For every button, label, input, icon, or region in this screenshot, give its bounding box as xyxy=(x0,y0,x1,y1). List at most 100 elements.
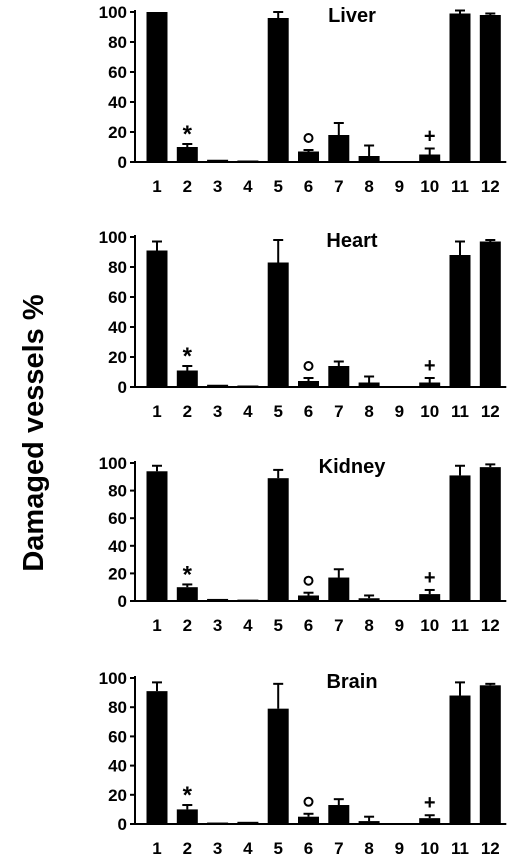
y-tick-label: 20 xyxy=(108,786,127,805)
category-label: 2 xyxy=(183,616,192,635)
category-label: 2 xyxy=(183,177,192,196)
bar-11 xyxy=(449,695,471,824)
bar-12 xyxy=(479,241,501,387)
annotation-circle xyxy=(303,796,314,807)
bar-5 xyxy=(267,708,289,824)
bar-10 xyxy=(419,382,441,387)
bar-4 xyxy=(237,599,259,601)
bar-8 xyxy=(358,156,380,162)
bar-1 xyxy=(146,471,168,601)
y-tick-label: 60 xyxy=(108,63,127,82)
bar-2 xyxy=(176,370,198,387)
y-tick-label: 60 xyxy=(108,509,127,528)
category-label: 8 xyxy=(364,402,373,421)
category-label: 3 xyxy=(213,402,222,421)
bar-8 xyxy=(358,382,380,387)
category-label: 1 xyxy=(152,839,161,858)
category-label: 10 xyxy=(420,839,439,858)
y-tick-label: 80 xyxy=(108,698,127,717)
annotation-circle xyxy=(303,575,314,586)
y-tick-label: 40 xyxy=(108,318,127,337)
y-tick-label: 80 xyxy=(108,33,127,52)
bar-11 xyxy=(449,13,471,162)
category-label: 12 xyxy=(481,616,500,635)
bar-11 xyxy=(449,475,471,601)
category-label: 6 xyxy=(304,402,313,421)
category-label: 3 xyxy=(213,839,222,858)
category-label: 8 xyxy=(364,616,373,635)
bar-1 xyxy=(146,250,168,387)
bar-5 xyxy=(267,18,289,162)
category-label: 3 xyxy=(213,616,222,635)
bar-2 xyxy=(176,147,198,162)
y-tick-label: 40 xyxy=(108,93,127,112)
category-label: 4 xyxy=(243,839,253,858)
bar-7 xyxy=(328,577,350,601)
category-label: 8 xyxy=(364,839,373,858)
category-label: 5 xyxy=(273,402,282,421)
y-axis-label: Damaged vessels % xyxy=(18,294,50,571)
y-tick-label: 100 xyxy=(99,669,127,688)
y-tick-label: 40 xyxy=(108,757,127,776)
annotation-plus: + xyxy=(424,567,436,589)
category-label: 2 xyxy=(183,402,192,421)
y-tick-label: 60 xyxy=(108,727,127,746)
y-tick-label: 0 xyxy=(118,153,127,172)
panel-title: Liver xyxy=(328,5,376,27)
category-label: 6 xyxy=(304,177,313,196)
category-label: 9 xyxy=(395,177,404,196)
bar-1 xyxy=(146,691,168,824)
y-tick-label: 40 xyxy=(108,537,127,556)
category-label: 7 xyxy=(334,839,343,858)
bar-4 xyxy=(237,160,259,162)
bar-9 xyxy=(388,386,410,387)
category-label: 6 xyxy=(304,616,313,635)
category-label: 5 xyxy=(273,839,282,858)
bar-12 xyxy=(479,685,501,824)
bar-9 xyxy=(388,823,410,824)
bar-9 xyxy=(388,161,410,162)
category-label: 12 xyxy=(481,839,500,858)
category-label: 2 xyxy=(183,839,192,858)
category-label: 3 xyxy=(213,177,222,196)
category-label: 12 xyxy=(481,177,500,196)
bar-6 xyxy=(298,816,319,824)
bar-2 xyxy=(176,809,198,824)
bar-7 xyxy=(328,805,350,824)
category-label: 9 xyxy=(395,402,404,421)
bar-8 xyxy=(358,598,380,601)
bar-4 xyxy=(237,821,259,824)
panel-title: Brain xyxy=(326,671,377,693)
panel-title: Heart xyxy=(326,230,377,252)
bar-6 xyxy=(298,595,319,601)
category-label: 5 xyxy=(273,616,282,635)
bar-3 xyxy=(207,384,229,387)
category-label: 10 xyxy=(420,402,439,421)
category-label: 8 xyxy=(364,177,373,196)
category-label: 4 xyxy=(243,402,253,421)
y-tick-label: 20 xyxy=(108,123,127,142)
y-tick-label: 100 xyxy=(99,228,127,247)
y-tick-label: 100 xyxy=(99,454,127,473)
bar-3 xyxy=(207,159,229,162)
y-tick-label: 20 xyxy=(108,564,127,583)
category-label: 6 xyxy=(304,839,313,858)
bar-7 xyxy=(328,135,350,162)
bar-6 xyxy=(298,151,319,162)
category-label: 7 xyxy=(334,402,343,421)
bar-2 xyxy=(176,587,198,601)
category-label: 12 xyxy=(481,402,500,421)
bar-10 xyxy=(419,154,441,162)
y-tick-label: 100 xyxy=(99,3,127,22)
category-label: 11 xyxy=(451,177,469,196)
category-label: 4 xyxy=(243,616,253,635)
y-tick-label: 80 xyxy=(108,482,127,501)
annotation-asterisk: * xyxy=(183,343,193,370)
y-tick-label: 0 xyxy=(118,815,127,834)
bar-7 xyxy=(328,366,350,387)
